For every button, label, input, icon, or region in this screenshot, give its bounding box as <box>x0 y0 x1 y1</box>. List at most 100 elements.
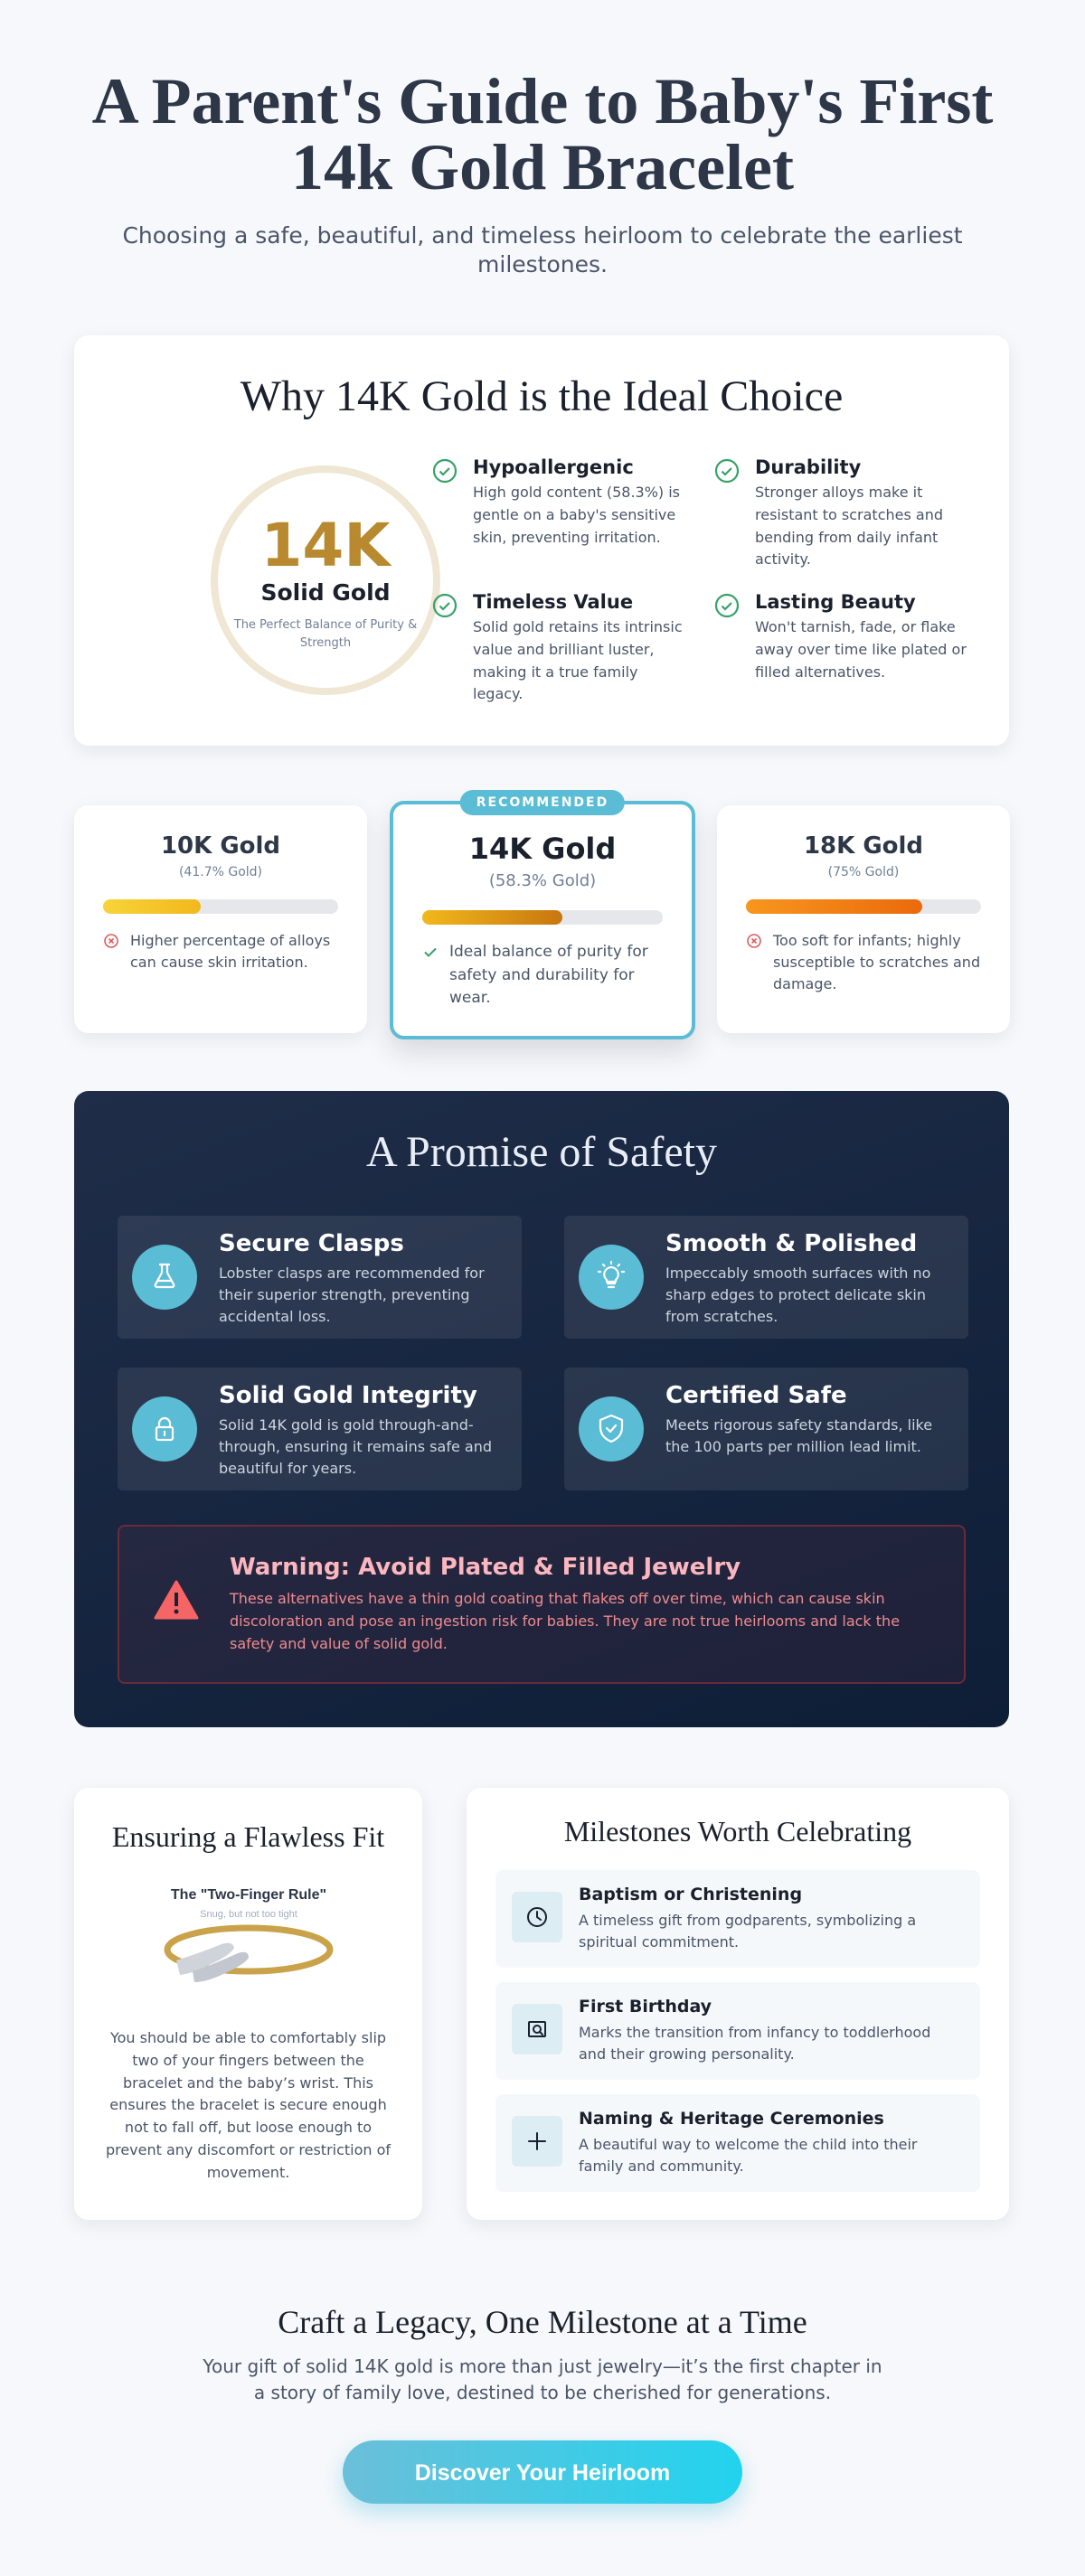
purity-bar <box>103 899 202 914</box>
finger <box>175 1942 234 1975</box>
milestone-title: Baptism or Christening <box>579 1885 803 1904</box>
item-title: Solid Gold Integrity <box>219 1382 477 1409</box>
purity-label: (75% Gold) <box>827 865 900 879</box>
feature-text: Solid gold retains its intrinsic value a… <box>473 618 683 703</box>
item-text: Solid 14K gold is gold through-and-throu… <box>219 1416 492 1477</box>
check-icon <box>714 593 740 618</box>
footer-text: Your gift of solid 14K gold is more than… <box>203 2355 882 2403</box>
karat-card: 18K Gold (75% Gold) Too soft for infants… <box>717 805 1010 1033</box>
milestone-text: A beautiful way to welcome the child int… <box>579 2136 918 2175</box>
milestone-icon <box>527 1907 547 1927</box>
feature: Lasting Beauty Won't tarnish, fade, or fl… <box>714 591 972 683</box>
feature-text: Stronger alloys make it resistant to scr… <box>755 484 944 569</box>
fit-text: You should be able to comfortably slip t… <box>105 2029 392 2181</box>
note-text: Ideal balance of purity for safety and d… <box>449 943 648 1007</box>
icon-circle <box>579 1245 644 1310</box>
feature-title: Lasting Beauty <box>755 591 916 613</box>
check-icon <box>424 947 437 957</box>
section-title: Why 14K Gold is the Ideal Choice <box>240 372 844 420</box>
check-icon <box>714 458 740 484</box>
warning-box: Warning: Avoid Plated & Filled Jewelry T… <box>118 1525 966 1684</box>
safety-icon <box>599 1414 624 1443</box>
milestone: First Birthday Marks the transition from … <box>495 1982 980 2080</box>
feature-title: Durability <box>755 456 862 478</box>
purity-track <box>103 899 338 914</box>
subtitle: Choosing a safe, beautiful, and timeless… <box>122 221 963 278</box>
item-title: Secure Clasps <box>219 1230 404 1257</box>
milestone-icon <box>528 2132 546 2150</box>
karat-note: Higher percentage of alloys can cause sk… <box>103 930 338 973</box>
safety-item: Secure Clasps Lobster clasps are recommen… <box>118 1216 522 1339</box>
milestone-title: First Birthday <box>579 1997 712 2017</box>
karat-note: Too soft for infants; highly susceptible… <box>746 930 981 995</box>
icon-circle <box>132 1245 197 1310</box>
karat-card: RECOMMENDED 14K Gold (58.3% Gold) Ideal … <box>390 790 695 1039</box>
footer: Craft a Legacy, One Milestone at a Time … <box>0 2303 1085 2504</box>
milestone-title: Naming & Heritage Ceremonies <box>579 2109 884 2129</box>
check-icon <box>432 593 458 618</box>
safety-item: Solid Gold Integrity Solid 14K gold is go… <box>118 1368 522 1490</box>
icon-circle <box>579 1396 644 1462</box>
footer-title: Craft a Legacy, One Milestone at a Time <box>278 2304 807 2340</box>
purity-track <box>422 910 663 925</box>
safety-item: Smooth & Polished Impeccably smooth surfa… <box>564 1216 968 1339</box>
header: A Parent's Guide to Baby's First 14k Gol… <box>0 0 1085 280</box>
fit-diagram: The "Two-Finger Rule" Snug, but not too … <box>164 1887 333 1982</box>
icon-box <box>512 1892 562 1942</box>
bracelet <box>164 1924 333 1975</box>
karat-note: Ideal balance of purity for safety and d… <box>422 941 663 1011</box>
warning-icon <box>154 1580 199 1620</box>
finger <box>192 1951 249 1982</box>
warning-title: Warning: Avoid Plated & Filled Jewelry <box>230 1554 741 1581</box>
safety-section: A Promise of Safety Secure Clasps Lobster… <box>74 1091 1009 1727</box>
milestone-icon <box>528 2021 546 2037</box>
feature: Durability Stronger alloys make it resist… <box>714 456 972 571</box>
section-title: A Promise of Safety <box>366 1128 717 1176</box>
note-text: Too soft for infants; highly susceptible… <box>773 932 981 992</box>
purity-label: (58.3% Gold) <box>488 871 597 890</box>
karat-card: 10K Gold (41.7% Gold) Higher percentage … <box>74 805 367 1033</box>
icon-circle <box>132 1396 197 1462</box>
milestone-text: A timeless gift from godparents, symboli… <box>579 1912 917 1951</box>
check-icon <box>432 458 458 484</box>
feature-text: Won't tarnish, fade, or flake away over … <box>755 618 967 681</box>
item-text: Lobster clasps are recommended for their… <box>219 1264 485 1325</box>
diagram-caption: Snug, but not too tight <box>200 1909 297 1920</box>
icon-box <box>512 2004 562 2054</box>
feature: Timeless Value Solid gold retains its int… <box>432 591 690 706</box>
item-text: Meets rigorous safety standards, like th… <box>665 1416 933 1455</box>
purity-bar <box>746 899 922 914</box>
item-title: Smooth & Polished <box>665 1230 918 1257</box>
badge-caption: The Perfect Balance of Purity & Strength <box>233 618 418 650</box>
fit-card: Ensuring a Flawless Fit The "Two-Finger … <box>74 1788 422 2220</box>
purity-bar <box>422 910 563 925</box>
purity-label: (41.7% Gold) <box>178 865 263 879</box>
diagram-title: The "Two-Finger Rule" <box>170 1887 326 1903</box>
item-title: Certified Safe <box>665 1382 847 1409</box>
section-title: Ensuring a Flawless Fit <box>111 1820 385 1853</box>
milestone: Naming & Heritage Ceremonies A beautiful … <box>495 2094 980 2192</box>
gold-badge: 14K Solid Gold The Perfect Balance of Pu… <box>211 465 440 695</box>
badge-number: 14K <box>260 511 391 580</box>
item-text: Impeccably smooth surfaces with no sharp… <box>665 1264 931 1325</box>
recommended-badge: RECOMMENDED <box>459 790 626 815</box>
icon-box <box>512 2116 562 2167</box>
safety-icon <box>155 1416 175 1442</box>
milestone: Baptism or Christening A timeless gift fr… <box>495 1870 980 1968</box>
karat-name: 18K Gold <box>803 832 924 860</box>
feature: Hypoallergenic High gold content (58.3%) … <box>432 456 690 549</box>
safety-item: Certified Safe Meets rigorous safety stan… <box>564 1368 968 1490</box>
note-text: Higher percentage of alloys can cause sk… <box>130 932 331 971</box>
milestones-card: Milestones Worth Celebrating Baptism or … <box>467 1788 1009 2220</box>
why-card: Why 14K Gold is the Ideal Choice 14K Sol… <box>74 335 1009 746</box>
safety-icon <box>154 1263 175 1289</box>
warning-text: These alternatives have a thin gold coat… <box>230 1590 901 1652</box>
feature-text: High gold content (58.3%) is gentle on a… <box>473 484 681 546</box>
purity-track <box>746 899 981 914</box>
cross-icon <box>104 934 118 948</box>
section-title: Milestones Worth Celebrating <box>563 1815 912 1847</box>
feature-title: Hypoallergenic <box>473 456 634 478</box>
cta-button[interactable]: Discover Your Heirloom <box>343 2440 742 2504</box>
